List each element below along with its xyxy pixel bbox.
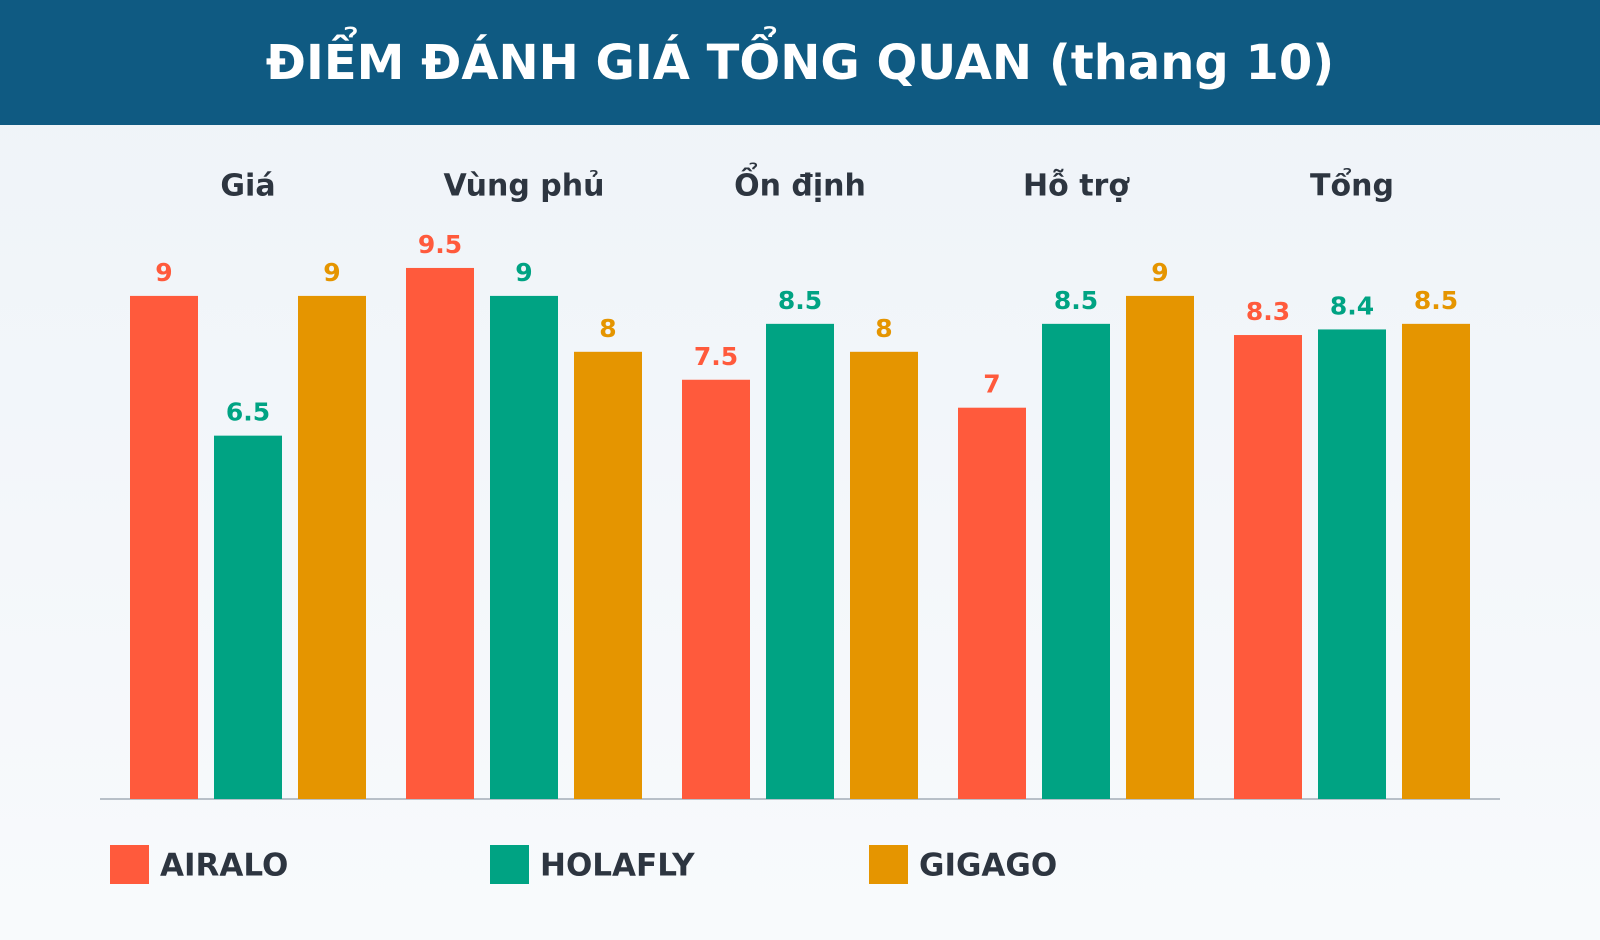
bar [850,351,918,799]
value-label: 8.5 [1054,286,1098,315]
value-label: 9 [155,258,172,287]
category-label: Ổn định [734,162,866,204]
bar [214,435,282,799]
bar [1318,329,1386,799]
bar [958,407,1026,799]
legend-swatch [869,845,908,884]
value-label: 9.5 [418,230,462,259]
value-label: 8.5 [1414,286,1458,315]
chart-title: ĐIỂM ĐÁNH GIÁ TỔNG QUAN (thang 10) [266,26,1334,91]
value-label: 7 [983,370,1000,399]
bar [1126,295,1194,799]
bar [298,295,366,799]
legend-label: HOLAFLY [540,848,695,884]
value-label: 9 [1151,258,1168,287]
category-label: Vùng phủ [444,169,605,204]
bar [574,351,642,799]
value-label: 8 [599,314,616,343]
value-label: 8.4 [1330,291,1374,320]
bar [490,295,558,799]
bar [1042,323,1110,799]
bar [1402,323,1470,799]
category-label: Giá [220,169,275,204]
bar [130,295,198,799]
category-label: Hỗ trợ [1023,168,1130,204]
value-label: 9 [323,258,340,287]
value-label: 6.5 [226,398,270,427]
value-label: 8.5 [778,286,822,315]
category-label: Tổng [1310,168,1394,204]
bar [406,267,474,799]
value-label: 9 [515,258,532,287]
legend-label: GIGAGO [919,848,1057,884]
bar [766,323,834,799]
legend-label: AIRALO [160,848,288,884]
legend-swatch [110,845,149,884]
legend-swatch [490,845,529,884]
bar [1234,335,1302,799]
bar [682,379,750,799]
value-label: 8.3 [1246,297,1290,326]
value-label: 8 [875,314,892,343]
value-label: 7.5 [694,342,738,371]
header-bar [0,0,1600,125]
